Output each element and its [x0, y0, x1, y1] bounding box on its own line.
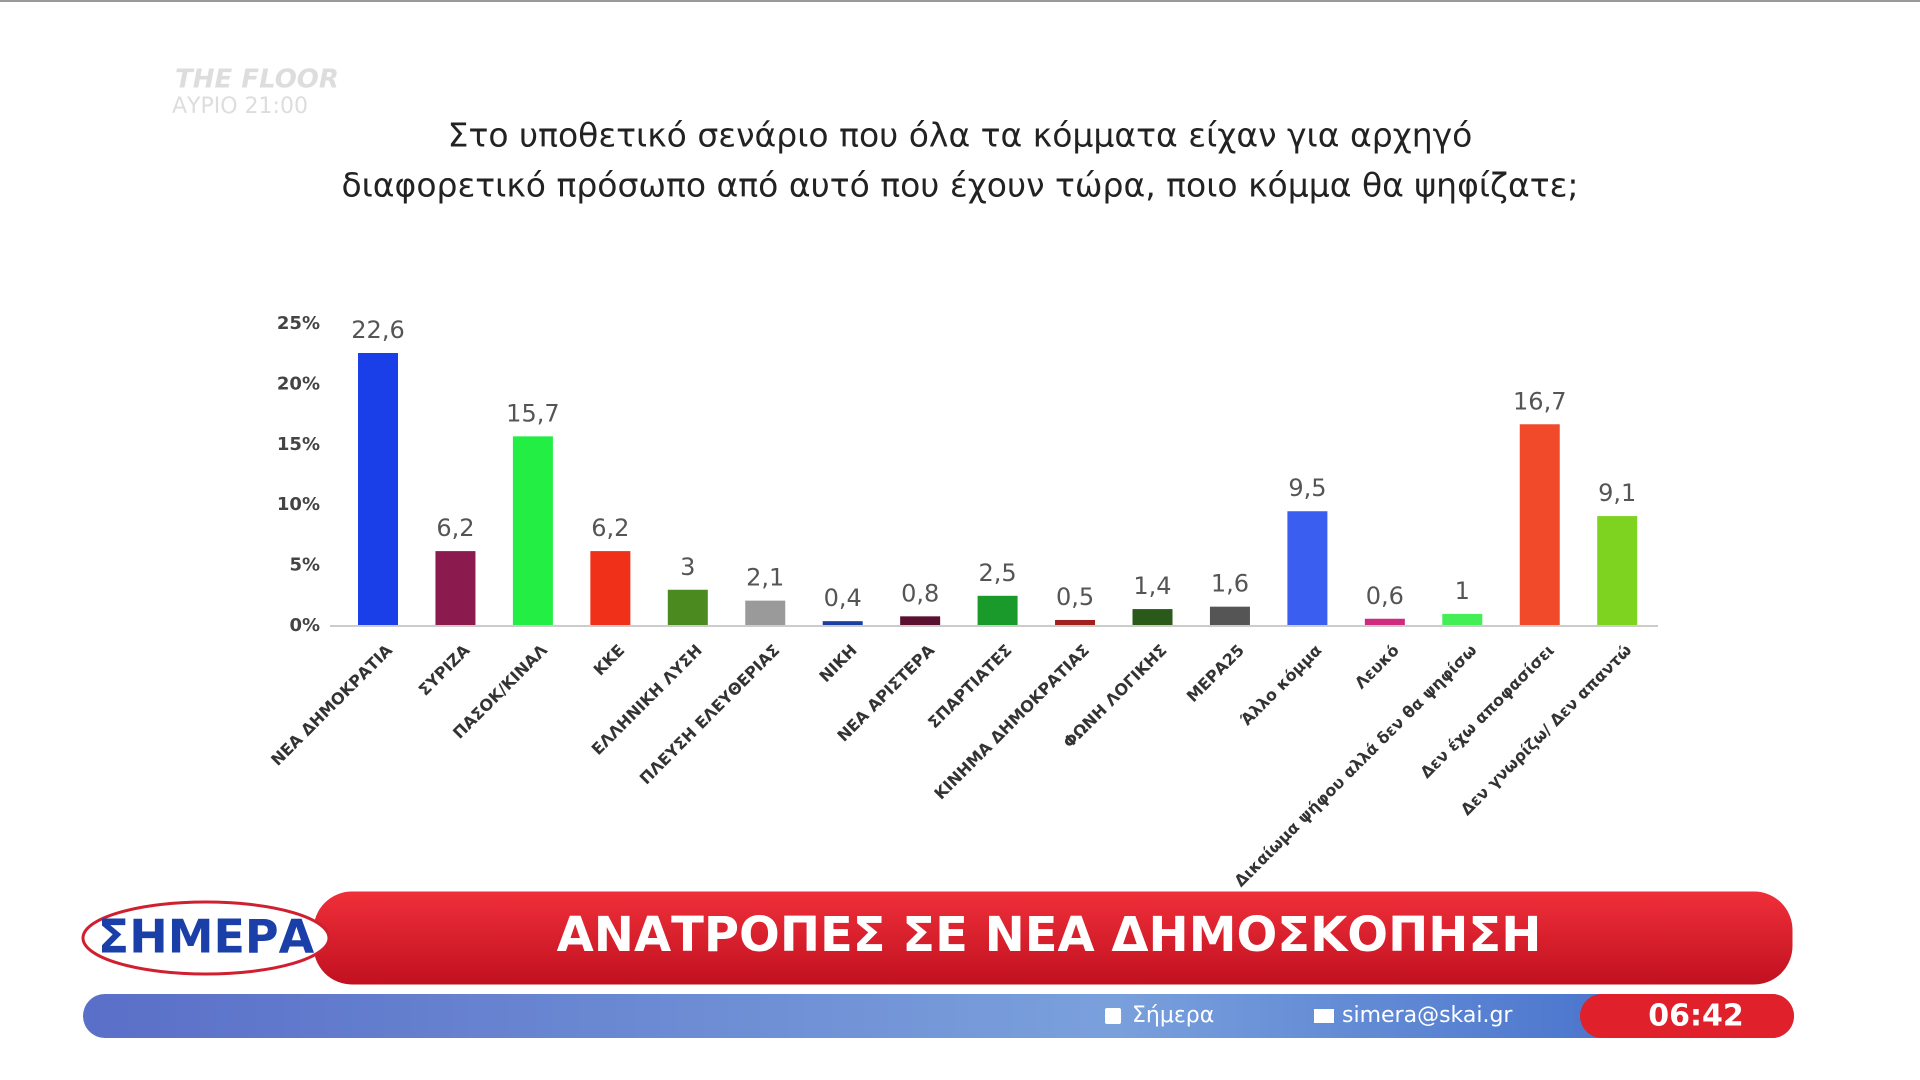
x-tick-label: Λευκό — [1351, 641, 1403, 693]
email: simera@skai.gr — [1342, 1003, 1513, 1028]
y-tick-label: 0% — [289, 615, 320, 636]
x-tick-label: Άλλο κόμμα — [1237, 641, 1326, 730]
value-label: 3 — [680, 553, 695, 581]
value-label: 0,4 — [824, 584, 862, 612]
value-label: 9,1 — [1598, 479, 1636, 507]
promo-time: ΑΥΡΙΟ 21:00 — [172, 94, 308, 119]
x-tick-label: ΣΥΡΙΖΑ — [415, 640, 474, 699]
bar — [1055, 619, 1096, 626]
show-logo-bg — [81, 900, 331, 976]
bar — [977, 595, 1018, 626]
bar — [590, 551, 631, 626]
value-label: 2,1 — [746, 564, 784, 592]
x-tick-label: Δεν γνωρίζω/ Δεν απαντώ — [1457, 641, 1635, 819]
facebook-icon — [1105, 1008, 1121, 1024]
show-logo: ΣΗΜΕΡΑ — [98, 910, 315, 964]
value-label: 0,5 — [1056, 583, 1094, 611]
facebook: Σήμερα — [1132, 1003, 1214, 1028]
top-border — [0, 0, 1920, 2]
chart-title: διαφορετικό πρόσωπο από αυτό που έχουν τ… — [341, 166, 1578, 205]
bar — [1209, 606, 1250, 626]
bar — [1287, 511, 1328, 626]
x-tick-label: ΝΙΚΗ — [815, 641, 860, 686]
y-tick-label: 10% — [277, 494, 320, 515]
bar — [745, 600, 786, 626]
value-label: 22,6 — [351, 316, 404, 344]
value-label: 6,2 — [591, 514, 629, 542]
value-label: 2,5 — [979, 559, 1017, 587]
bar — [358, 352, 398, 626]
clock-box — [1580, 994, 1794, 1038]
value-label: 0,6 — [1366, 582, 1404, 610]
value-label: 1,6 — [1211, 570, 1249, 598]
value-label: 16,7 — [1513, 387, 1566, 415]
bar — [1442, 613, 1483, 626]
bar — [435, 551, 476, 626]
clock: 06:42 — [1648, 999, 1744, 1034]
x-tick-label: ΜΕΡΑ25 — [1183, 641, 1248, 706]
bar — [1597, 516, 1638, 626]
bar — [667, 589, 708, 626]
promo-title: THE FLOOR — [175, 65, 339, 95]
bar — [1132, 609, 1173, 626]
bar — [900, 616, 941, 626]
y-tick-label: 15% — [277, 434, 320, 455]
bar — [1519, 424, 1560, 626]
value-label: 1 — [1455, 577, 1470, 605]
y-tick-label: 25% — [277, 313, 320, 334]
x-tick-label: ΚΙΝΗΜΑ ΔΗΜΟΚΡΑΤΙΑΣ — [930, 641, 1093, 804]
y-tick-label: 20% — [277, 373, 320, 394]
value-label: 6,2 — [436, 514, 474, 542]
bar — [1364, 618, 1405, 626]
value-label: 0,8 — [901, 579, 939, 607]
x-tick-label: ΝΕΑ ΔΗΜΟΚΡΑΤΙΑ — [267, 640, 396, 769]
ticker-bar — [83, 994, 1794, 1038]
chart-title: Στο υποθετικό σενάριο που όλα τα κόμματα… — [448, 116, 1473, 155]
y-tick-label: 5% — [289, 555, 320, 576]
headline: ΑΝΑΤΡΟΠΕΣ ΣΕ ΝΕΑ ΔΗΜΟΣΚΟΠΗΣΗ — [557, 907, 1542, 963]
plot: 0% 5% 10% 15% 20% 25% ΝΕΑ ΔΗΜΟΚΡΑΤΙΑ 22,6 ΣΥΡΙΖΑ… — [267, 313, 1638, 890]
mail-icon — [1314, 1009, 1334, 1023]
value-label: 9,5 — [1288, 474, 1326, 502]
value-label: 15,7 — [506, 399, 559, 427]
x-tick-label: Δεν έχω αποφασίσει — [1416, 641, 1557, 782]
bar — [822, 621, 863, 626]
x-tick-label: ΠΛΕΥΣΗ ΕΛΕΥΘΕΡΙΑΣ — [636, 641, 783, 788]
x-tick-label: ΚΚΕ — [590, 641, 629, 680]
bar — [512, 436, 553, 626]
value-label: 1,4 — [1133, 572, 1171, 600]
